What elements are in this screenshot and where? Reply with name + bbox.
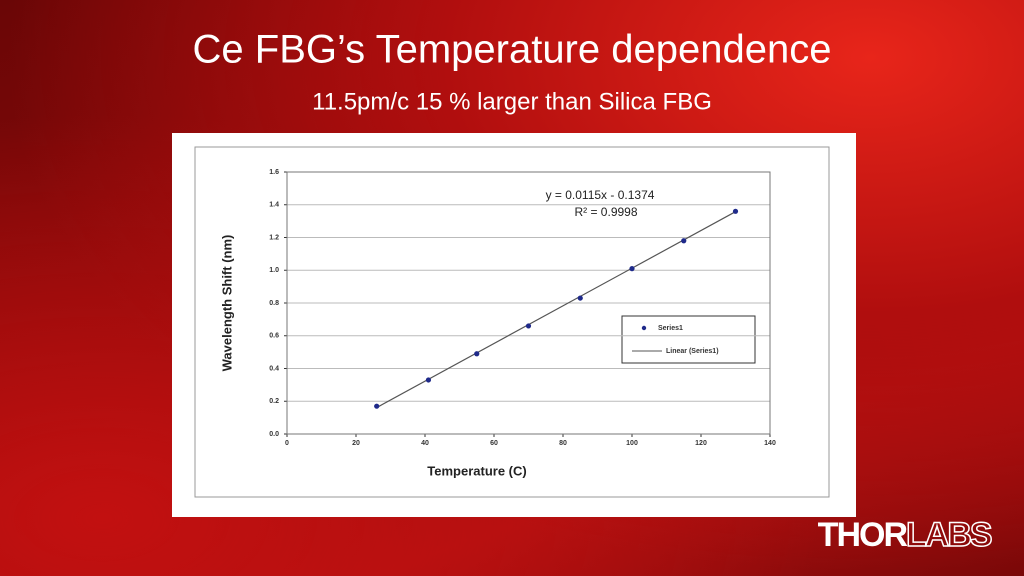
x-axis-label: Temperature (C) — [427, 463, 526, 478]
slide-subtitle: 11.5pm/c 15 % larger than Silica FBG — [312, 88, 712, 115]
x-tick-label: 40 — [421, 440, 429, 447]
plot-area — [286, 171, 771, 435]
y-tick-label: 0.6 — [269, 333, 279, 340]
legend-label: Series1 — [658, 325, 683, 332]
logo-outline: LABS — [906, 516, 992, 554]
point — [474, 351, 480, 357]
y-tick-label: 1.6 — [269, 169, 279, 176]
point — [732, 208, 739, 214]
logo-bold: THOR — [818, 516, 908, 554]
point — [425, 377, 432, 383]
r-squared: R² = 0.9998 — [574, 205, 637, 219]
point — [374, 403, 380, 409]
x-tick-label: 120 — [695, 440, 707, 447]
trendline — [376, 211, 736, 409]
legend — [621, 315, 756, 364]
y-tick-label: 1.0 — [269, 267, 279, 274]
point — [525, 323, 532, 329]
y-tick-label: 0.0 — [269, 431, 279, 438]
y-tick-label: 0.8 — [269, 300, 279, 307]
logo: THOR — [818, 516, 908, 554]
x-tick-label: 20 — [352, 440, 360, 447]
slide-title: Ce FBG’s Temperature dependence — [193, 28, 832, 72]
y-axis-label: Wavelength Shift (nm) — [219, 235, 234, 372]
equation: y = 0.0115x - 0.1374 — [546, 188, 655, 202]
x-tick-label: 100 — [626, 440, 638, 447]
point — [629, 266, 635, 272]
y-tick-label: 0.2 — [269, 398, 279, 405]
point — [681, 238, 687, 244]
x-tick-label: 140 — [764, 440, 776, 447]
x-tick-label: 60 — [490, 440, 498, 447]
legend-label: Linear (Series1) — [666, 348, 719, 355]
legend-marker — [641, 325, 647, 331]
x-tick-label: 80 — [559, 440, 567, 447]
y-tick-label: 1.2 — [269, 234, 279, 241]
y-tick-label: 1.4 — [269, 202, 279, 209]
chart-frame — [194, 146, 830, 498]
y-tick-label: 0.4 — [269, 365, 279, 372]
point — [577, 295, 583, 301]
x-tick-label: 0 — [285, 440, 289, 447]
